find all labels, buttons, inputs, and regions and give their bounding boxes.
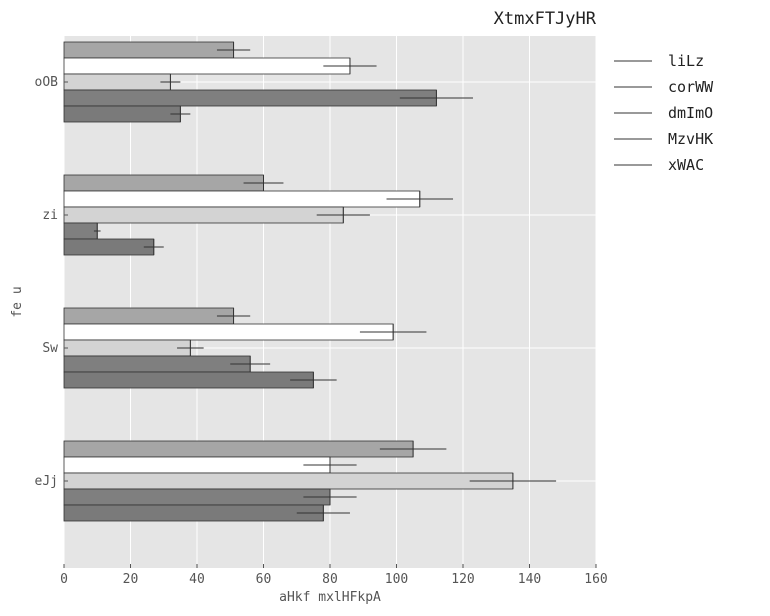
legend-label: MzvHK — [668, 130, 713, 148]
legend-label: liLz — [668, 52, 704, 70]
y-tick-label: zi — [42, 208, 58, 223]
bar — [63, 323, 394, 341]
legend-label: xWAC — [668, 156, 704, 174]
bar — [63, 339, 191, 357]
x-tick-label: 120 — [451, 572, 474, 587]
bar — [63, 190, 421, 208]
bar — [63, 456, 331, 474]
bar — [63, 73, 171, 91]
chart-title: XtmxFTJyHR — [494, 9, 597, 29]
bar — [63, 41, 234, 59]
x-tick-label: 60 — [256, 572, 272, 587]
bar — [63, 238, 155, 256]
y-axis-ticks: oOB zi Sw eJj — [35, 75, 68, 489]
x-tick-label: 140 — [518, 572, 541, 587]
y-tick-label: eJj — [35, 474, 58, 489]
bar — [63, 488, 331, 506]
bar — [63, 355, 251, 373]
x-axis-label: aHkf mxlHFkpA — [279, 590, 381, 605]
bar — [63, 174, 264, 192]
x-tick-label: 100 — [385, 572, 408, 587]
bar — [63, 57, 351, 75]
x-tick-label: 20 — [123, 572, 139, 587]
bar — [63, 504, 324, 522]
x-tick-label: 40 — [189, 572, 205, 587]
bar — [63, 206, 344, 224]
bar — [63, 440, 414, 458]
x-axis-ticks: 0 20 40 60 80 100 120 140 160 — [60, 564, 608, 587]
x-tick-label: 0 — [60, 572, 68, 587]
bar — [63, 105, 181, 123]
bar — [63, 307, 234, 325]
legend: liLz corWW dmImO MzvHK xWAC — [614, 52, 714, 174]
y-axis-label: fe u — [10, 286, 25, 317]
bar — [63, 371, 314, 389]
bar — [63, 472, 514, 490]
x-tick-label: 160 — [584, 572, 607, 587]
bar — [63, 89, 437, 107]
legend-label: dmImO — [668, 104, 713, 122]
y-tick-label: oOB — [35, 75, 59, 90]
bar-series — [63, 41, 557, 522]
y-tick-label: Sw — [42, 341, 58, 356]
x-tick-label: 80 — [322, 572, 338, 587]
bar — [63, 222, 98, 240]
legend-label: corWW — [668, 78, 714, 96]
